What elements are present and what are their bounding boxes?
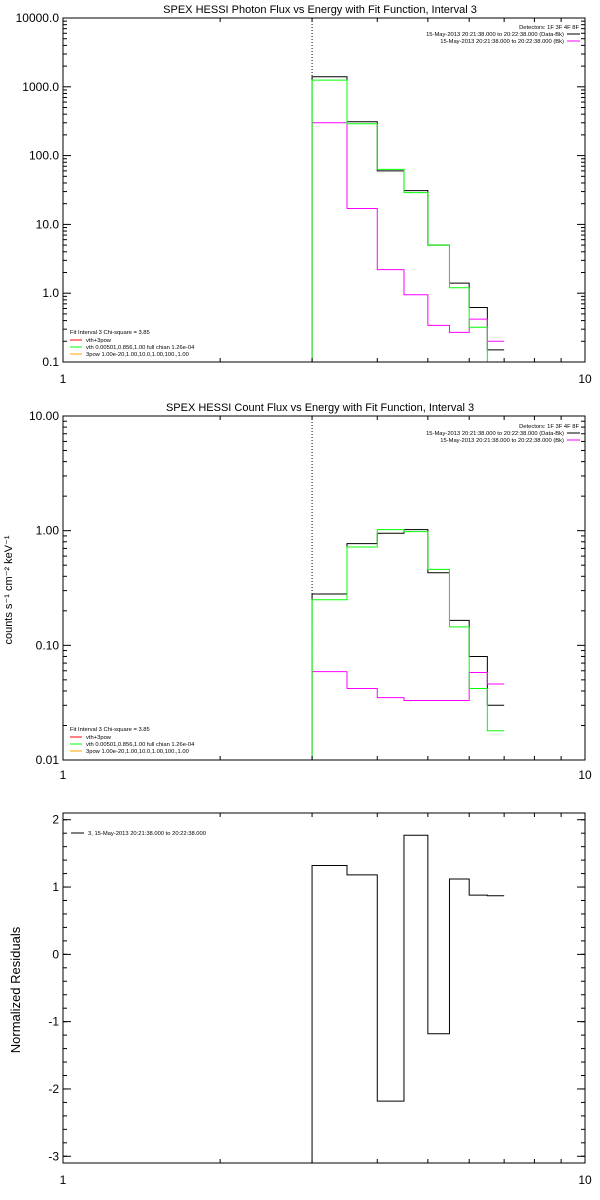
photon-flux-legend-item: 15-May-2013 20:21:38.000 to 20:22:38.000… bbox=[440, 39, 564, 45]
count-flux-series-0-line bbox=[311, 529, 505, 760]
photon-flux-fit-item: vth 0.00501,0.856,1.00 full chian 1.26e-… bbox=[86, 345, 195, 351]
residuals-panel: Normalized Residuals -3 -2 -1 0 1 2 1 10 3, 15-… bbox=[8, 812, 592, 1187]
photon-flux-fit-header: Fit Interval 3 Chi-square = 3.85 bbox=[70, 330, 150, 336]
residuals-x-tick-label: 10 bbox=[578, 1173, 592, 1187]
photon-flux-title: SPEX HESSI Photon Flux vs Energy with Fi… bbox=[163, 4, 477, 16]
photon-flux-fit-item: 3pow 1.00e-20,1.00,10.0,1.00,100.,1.00 bbox=[86, 352, 189, 358]
count-flux-legend-header: Detectors: 1F 3F 4F 8F bbox=[519, 424, 579, 430]
photon-flux-fit-item: vth+3pow bbox=[86, 338, 112, 344]
count-flux-fit-header: Fit Interval 3 Chi-square = 3.85 bbox=[70, 727, 150, 733]
residuals-plot-area bbox=[311, 834, 505, 1163]
photon-flux-plot-area bbox=[311, 18, 505, 362]
count-flux-frame bbox=[62, 415, 586, 761]
photon-flux-frame bbox=[62, 17, 586, 363]
count-flux-y-tick-label: 0.01 bbox=[36, 753, 60, 767]
photon-flux-y-tick-label: 100.0 bbox=[29, 149, 59, 163]
residuals-y-tick-label: 1 bbox=[52, 880, 59, 894]
count-flux-plot-area bbox=[311, 416, 505, 760]
residuals-axis-ticks: -3 -2 -1 0 1 2 1 10 bbox=[48, 813, 592, 1187]
photon-flux-series-2-line bbox=[311, 79, 505, 362]
count-flux-fit-item: vth+3pow bbox=[86, 735, 112, 741]
photon-flux-legend-header: Detectors: 1F 3F 4F 8F bbox=[519, 25, 579, 31]
count-flux-y-axis-label: counts s⁻¹ cm⁻² keV⁻¹ bbox=[3, 535, 15, 644]
residuals-y-tick-label: 0 bbox=[52, 947, 59, 961]
residuals-y-tick-label: -1 bbox=[48, 1015, 59, 1029]
count-flux-x-tick-label: 10 bbox=[578, 768, 592, 782]
count-flux-x-tick-label: 1 bbox=[60, 768, 67, 782]
residuals-y-tick-label: -3 bbox=[48, 1149, 59, 1163]
count-flux-y-tick-label: 0.10 bbox=[36, 638, 60, 652]
residuals-legend-label: 3, 15-May-2013 20:21:38.000 to 20:22:38.… bbox=[88, 831, 206, 837]
photon-flux-x-tick-label: 1 bbox=[60, 372, 67, 386]
photon-flux-y-tick-label: 10000.0 bbox=[16, 11, 60, 25]
count-flux-y-tick-label: 1.00 bbox=[36, 524, 60, 538]
photon-flux-y-tick-label: 0.1 bbox=[42, 355, 59, 369]
count-flux-fit-item: 3pow 1.00e-20,1.00,10.0,1.00,100.,1.00 bbox=[86, 749, 189, 755]
count-flux-series-2-line bbox=[311, 529, 505, 760]
count-flux-legend-item: 15-May-2013 20:21:38.000 to 20:22:38.000… bbox=[426, 431, 564, 437]
count-flux-axis-ticks: 0.01 0.10 1.00 10.00 1 10 bbox=[29, 409, 592, 782]
photon-flux-series-1-line bbox=[311, 122, 505, 362]
count-flux-legend-item: 15-May-2013 20:21:38.000 to 20:22:38.000… bbox=[440, 438, 564, 444]
count-flux-y-tick-label: 10.00 bbox=[29, 409, 59, 423]
residuals-y-tick-label: -2 bbox=[48, 1082, 59, 1096]
count-flux-panel: SPEX HESSI Count Flux vs Energy with Fit… bbox=[3, 402, 592, 782]
residuals-y-axis-label: Normalized Residuals bbox=[8, 926, 23, 1053]
photon-flux-y-tick-label: 1.0 bbox=[42, 286, 59, 300]
photon-flux-axis-ticks: 0.1 1.0 10.0 100.0 1000.0 10000.0 1 10 bbox=[16, 11, 592, 386]
photon-flux-y-tick-label: 1000.0 bbox=[22, 80, 59, 94]
photon-flux-legend-item: 15-May-2013 20:21:38.000 to 20:22:38.000… bbox=[426, 32, 564, 38]
residuals-series-0-line bbox=[311, 834, 505, 1163]
photon-flux-y-tick-label: 10.0 bbox=[36, 217, 60, 231]
residuals-y-tick-label: 2 bbox=[52, 813, 59, 827]
residuals-x-tick-label: 1 bbox=[60, 1173, 67, 1187]
count-flux-title: SPEX HESSI Count Flux vs Energy with Fit… bbox=[166, 402, 474, 414]
photon-flux-panel: SPEX HESSI Photon Flux vs Energy with Fi… bbox=[16, 4, 592, 386]
count-flux-fit-item: vth 0.00501,0.856,1.00 full chian 1.26e-… bbox=[86, 742, 195, 748]
residuals-frame bbox=[62, 812, 586, 1164]
count-flux-series-1-line bbox=[311, 671, 505, 760]
photon-flux-x-tick-label: 10 bbox=[578, 372, 592, 386]
